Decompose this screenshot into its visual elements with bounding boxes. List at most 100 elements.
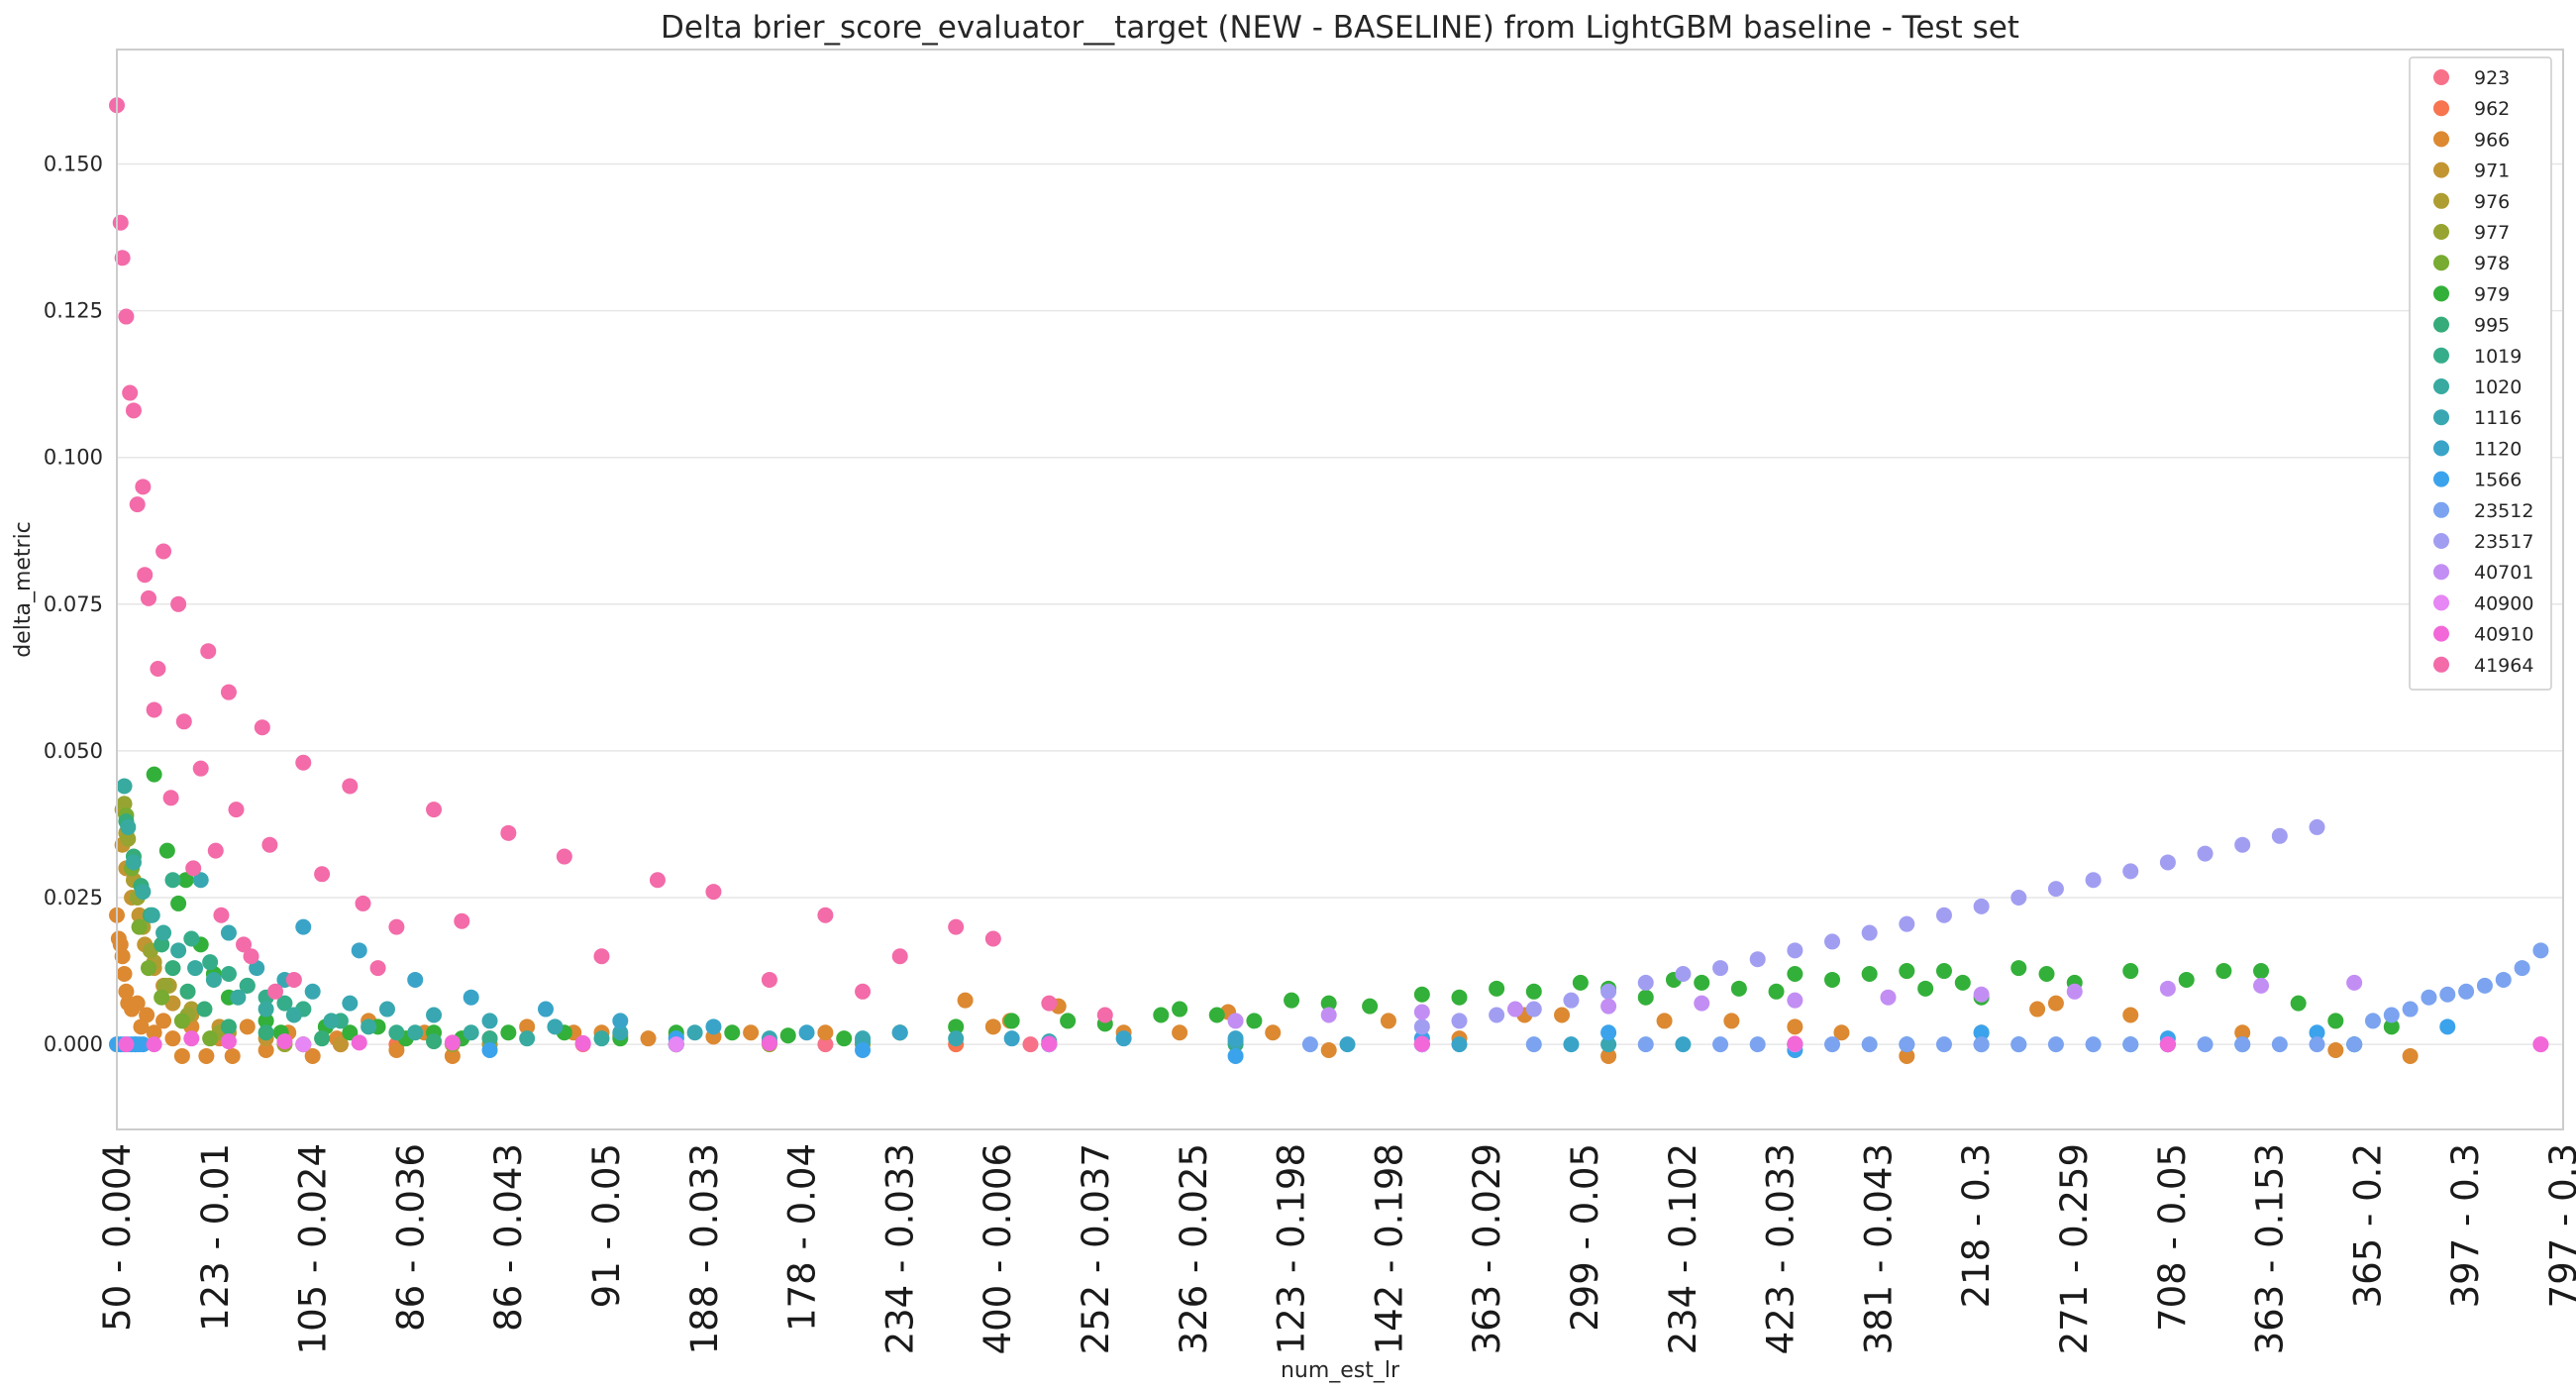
data-point — [388, 1042, 405, 1059]
data-point — [155, 543, 172, 560]
data-point — [2085, 872, 2102, 889]
data-point — [131, 918, 148, 935]
data-point — [173, 1047, 190, 1064]
data-point — [258, 1013, 274, 1029]
data-point — [444, 1034, 461, 1051]
data-point — [202, 1030, 219, 1047]
data-point — [120, 818, 137, 835]
data-point — [1003, 1030, 1020, 1047]
data-point — [141, 589, 157, 606]
legend-marker — [2433, 533, 2449, 549]
data-point — [2010, 1036, 2027, 1053]
data-point — [351, 1034, 367, 1051]
data-point — [1572, 974, 1589, 991]
data-point — [388, 1024, 405, 1041]
data-point — [1489, 980, 1505, 997]
data-point — [957, 992, 974, 1009]
x-tick-label: 252 - 0.037 — [1075, 1143, 1117, 1354]
data-point — [2159, 1036, 2176, 1053]
data-point — [1451, 1013, 1468, 1029]
data-point — [2327, 1013, 2344, 1029]
x-tick-label: 363 - 0.153 — [2249, 1143, 2292, 1354]
data-point — [116, 796, 133, 812]
data-point — [230, 989, 247, 1006]
y-tick-label: 0.100 — [44, 446, 103, 470]
data-point — [761, 971, 777, 988]
legend-marker — [2433, 564, 2449, 581]
data-point — [1227, 1030, 1244, 1047]
data-point — [304, 1047, 321, 1064]
data-point — [183, 1030, 200, 1047]
data-point — [355, 895, 371, 911]
data-point — [481, 1030, 498, 1047]
data-point — [2029, 1001, 2046, 1017]
data-point — [118, 308, 135, 325]
data-point — [220, 1033, 237, 1050]
data-point — [2253, 963, 2270, 980]
x-tick-label: 123 - 0.198 — [1271, 1143, 1313, 1354]
data-point — [125, 854, 142, 871]
data-point — [1899, 1047, 1915, 1064]
data-point — [2514, 960, 2530, 977]
data-point — [1284, 992, 1300, 1009]
legend-marker — [2433, 316, 2449, 333]
legend-marker — [2433, 255, 2449, 271]
legend-marker — [2433, 594, 2449, 611]
data-point — [162, 790, 179, 806]
data-point — [1600, 998, 1617, 1015]
legend: 923 962 966 971 976 977 978 979 995 1019 1020 1116 1… — [2409, 56, 2552, 691]
data-point — [705, 884, 722, 901]
data-point — [1787, 992, 1803, 1009]
x-axis-label: num_est_lr — [1281, 1358, 1400, 1383]
data-point — [481, 1013, 498, 1029]
data-point — [1935, 963, 1952, 980]
data-point — [2495, 971, 2512, 988]
data-point — [2047, 995, 2064, 1012]
data-point — [1301, 1036, 1318, 1053]
x-tick-label: 188 - 0.033 — [683, 1143, 726, 1354]
data-point — [1041, 995, 1058, 1012]
data-point — [285, 1007, 302, 1023]
data-point — [1320, 1042, 1337, 1059]
data-point — [2159, 854, 2176, 871]
data-point — [342, 995, 359, 1012]
legend-label: 1019 — [2474, 346, 2522, 368]
data-point — [2085, 1036, 2102, 1053]
data-point — [1723, 1013, 1740, 1029]
data-point — [855, 1030, 872, 1047]
data-point — [146, 1036, 162, 1053]
data-point — [1824, 1036, 1841, 1053]
data-point — [798, 1024, 815, 1041]
data-point — [276, 995, 293, 1012]
legend-marker — [2433, 100, 2449, 117]
data-point — [2309, 1036, 2325, 1053]
data-point — [120, 830, 137, 847]
data-point — [1320, 995, 1337, 1012]
data-point — [1413, 986, 1430, 1003]
legend-marker — [2433, 131, 2449, 148]
data-point — [2197, 845, 2214, 862]
data-point — [170, 895, 187, 911]
x-tick-label: 423 - 0.033 — [1760, 1143, 1803, 1354]
data-point — [1712, 960, 1729, 977]
data-point — [836, 1030, 853, 1047]
legend-marker — [2433, 378, 2449, 394]
series-23517 — [1413, 818, 2325, 1035]
data-point — [295, 754, 312, 771]
data-point — [351, 942, 367, 959]
data-point — [1787, 942, 1803, 959]
data-point — [984, 1018, 1001, 1035]
x-tick-label: 234 - 0.033 — [878, 1143, 921, 1354]
legend-marker — [2433, 656, 2449, 673]
data-point — [1973, 1024, 1990, 1041]
data-point — [2159, 980, 2176, 997]
data-point — [1656, 1013, 1673, 1029]
data-point — [118, 1036, 135, 1053]
data-point — [220, 924, 237, 941]
data-point — [114, 250, 131, 267]
data-point — [1041, 1035, 1058, 1052]
data-point — [170, 942, 187, 959]
legend-marker — [2433, 224, 2449, 240]
legend-label: 966 — [2474, 129, 2510, 151]
data-point — [158, 842, 175, 859]
